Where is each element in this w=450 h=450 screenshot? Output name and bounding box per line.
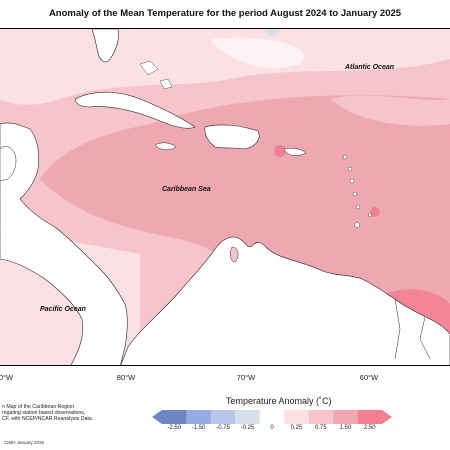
lake-maracaibo [230,246,239,263]
legend-tick-label: 1.50 [339,425,352,431]
legend-cell [186,410,211,424]
longitude-label: 70°W [236,373,256,382]
footnote-line: n Map of the Caribbean Region [2,404,75,410]
legend-cell [284,410,309,424]
jamaica-land [154,142,177,150]
legend-title: Temperature Anomaly (˚C) [226,396,332,406]
island [349,178,355,184]
puerto-rico-land [283,147,307,156]
legend-tick-label: 0 [270,425,274,431]
anomaly-field-near-zero [210,37,304,68]
legend-cell [308,410,334,424]
legend-cell [235,410,260,424]
island [347,166,353,172]
legend-tick-label: 0.75 [315,425,327,431]
legend-tick-label: -0.25 [240,425,255,431]
bahamas-land [139,60,159,76]
legend-tick-label: 0.25 [290,425,303,431]
legend-arrow-left [152,410,162,424]
island [342,154,348,160]
yucatan-land [0,146,17,182]
florida-land [91,29,119,63]
pacific-ocean-label: Pacific Ocean [40,306,86,313]
map-canvas [0,29,450,365]
credit-text: CIMH January 2025 [4,440,45,445]
map-title: Anomaly of the Mean Temperature for the … [48,8,402,19]
legend-tick-label: -2.50 [167,425,182,431]
legend-cell [333,410,358,424]
south-america-land [120,236,450,365]
legend-cell [162,410,187,424]
temperature-anomaly-map [0,28,450,366]
longitude-label: 60°W [359,373,379,382]
border-line [394,298,401,360]
anomaly-field-hot-puerto-rico [274,145,286,157]
anomaly-field-cool-spot [265,29,279,36]
footnote-line: regating station based observations, [2,410,86,416]
island-barbados [368,212,373,217]
bahamas-land-south [159,78,173,90]
anomaly-field-hot-islands [370,207,380,217]
legend-colorbar [152,410,392,424]
legend-tick-label: 2.50 [363,425,376,431]
border-line [419,316,431,360]
legend-cells [162,410,382,424]
legend-tick-label: -0.75 [216,425,230,431]
central-america-land [0,122,128,365]
island [352,191,358,197]
longitude-label: 0°W [0,373,14,382]
island-trinidad [354,222,360,228]
hispaniola-land [204,124,260,150]
legend-cell [357,410,382,424]
cuba-land [74,91,196,129]
legend-cell [210,410,236,424]
atlantic-ocean-label: Atlantic Ocean [345,64,395,71]
legend-tick-label: -1.50 [191,425,206,431]
footnote-line: CF, with NCEP/NCAR Reanalysis Data. [2,416,94,422]
longitude-label: 80°W [116,373,136,382]
island [355,204,361,210]
legend-cell [259,410,285,424]
legend-arrow-right [382,410,392,424]
caribbean-sea-label: Caribbean Sea [162,186,211,193]
anomaly-field-medium-atlantic [330,95,450,126]
